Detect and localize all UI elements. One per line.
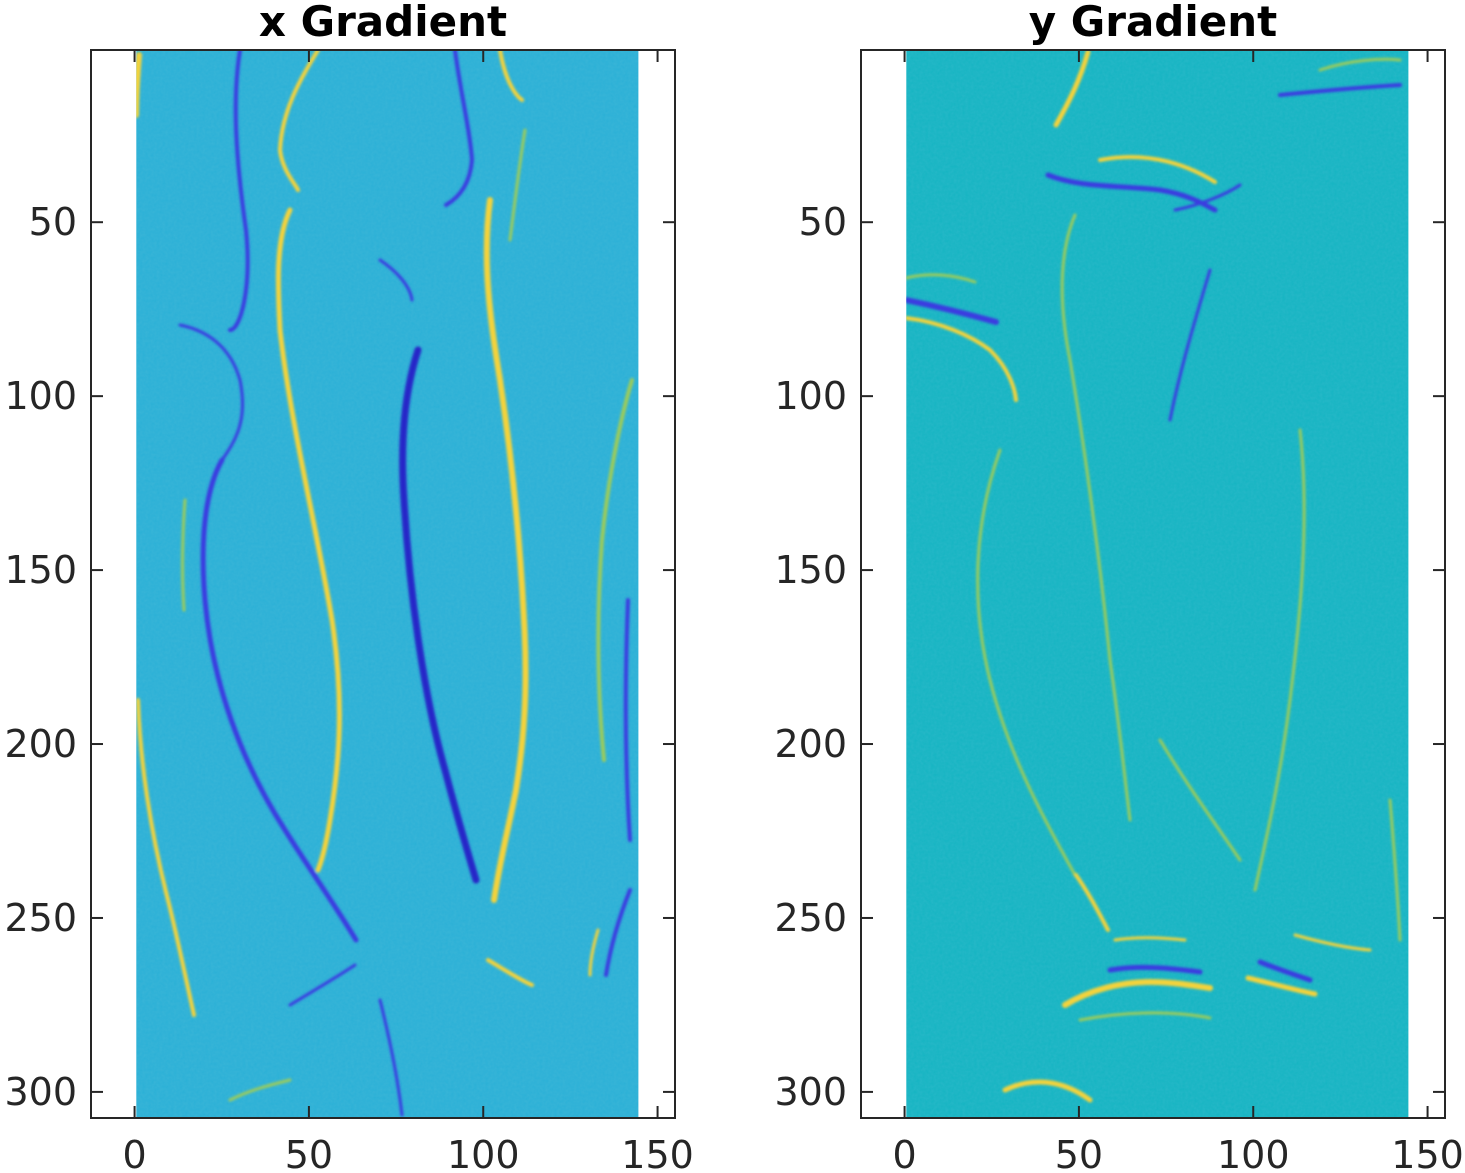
edge-stroke	[1168, 268, 1212, 422]
edge-stroke	[1245, 975, 1318, 997]
edge-stroke	[1060, 213, 1132, 822]
edge-stroke	[1257, 959, 1313, 983]
edge-stroke	[588, 928, 600, 977]
edge-stroke	[1388, 798, 1402, 942]
x-tick-label: 150	[1391, 1133, 1464, 1173]
edge-stroke	[1107, 964, 1203, 975]
y-tick-label: 150	[774, 548, 847, 592]
edge-stroke	[1074, 873, 1110, 932]
y-tick-label: 300	[774, 1070, 847, 1114]
edge-stroke	[906, 273, 977, 284]
y-tick-label: 100	[4, 374, 77, 418]
edge-stroke	[278, 50, 320, 192]
edge-stroke	[136, 52, 142, 118]
edge-stroke	[1113, 936, 1187, 942]
y-gradient-panel	[906, 50, 1409, 1118]
edge-stroke	[1173, 183, 1242, 212]
edge-stroke	[228, 1078, 292, 1102]
y-tick-label: 250	[4, 896, 77, 940]
edge-stroke	[200, 457, 359, 943]
x-gradient-edges	[136, 50, 634, 1117]
axes-1: 0 50 100 150 50 100 150 200 250 300 y Gradient	[774, 0, 1463, 1173]
edge-stroke	[906, 297, 999, 325]
edge-stroke	[1318, 57, 1402, 72]
y-gradient-texture	[906, 50, 1409, 1118]
y-tick-label: 250	[774, 896, 847, 940]
axes-box	[860, 49, 1446, 1119]
axes-frames: 0 50 100 150 50 100 150 200 250 300 x Gradient 0 50 1…	[4, 0, 1463, 1173]
edge-stroke	[1158, 738, 1242, 862]
edge-stroke	[288, 963, 357, 1007]
edge-stroke	[483, 197, 529, 903]
y-tick-label: 200	[774, 722, 847, 766]
x-tick-label: 0	[122, 1133, 146, 1173]
y-tick-label: 50	[29, 200, 77, 244]
edge-stroke	[1062, 979, 1213, 1008]
edge-stroke	[906, 316, 1018, 402]
edge-stroke	[1098, 154, 1217, 184]
x-tick-label: 100	[1217, 1133, 1290, 1173]
edge-stroke	[1053, 50, 1091, 128]
edge-stroke	[596, 378, 634, 762]
y-tick-label: 100	[774, 374, 847, 418]
edge-stroke	[623, 598, 632, 842]
y-tick-label: 150	[4, 548, 77, 592]
edge-stroke	[1078, 1011, 1212, 1022]
edge-stroke	[136, 698, 196, 1017]
x-tick-label: 50	[1055, 1133, 1103, 1173]
edge-stroke	[275, 207, 342, 873]
edge-stroke	[444, 50, 474, 207]
x-tick-label: 150	[621, 1133, 694, 1173]
edge-stroke	[378, 258, 414, 302]
x-gradient-texture	[136, 50, 639, 1118]
y-tick-label: 200	[4, 722, 77, 766]
edge-stroke	[1253, 428, 1306, 892]
edge-stroke	[1278, 83, 1402, 97]
chart-title: x Gradient	[259, 0, 507, 46]
edge-stroke	[498, 50, 524, 102]
edge-stroke	[1293, 933, 1372, 952]
x-gradient-panel	[136, 50, 639, 1118]
x-tick-label: 50	[285, 1133, 333, 1173]
edge-stroke	[508, 128, 527, 242]
edge-stroke	[486, 958, 534, 987]
edge-stroke	[181, 498, 187, 612]
edge-stroke	[604, 888, 632, 977]
x-tick-label: 0	[892, 1133, 916, 1173]
edge-stroke	[399, 346, 480, 884]
chart-title: y Gradient	[1029, 0, 1277, 46]
y-tick-label: 300	[4, 1070, 77, 1114]
x-tick-label: 100	[447, 1133, 520, 1173]
axes-0: 0 50 100 150 50 100 150 200 250 300 x Gradient	[4, 0, 693, 1173]
edge-stroke	[378, 998, 404, 1117]
edge-stroke	[178, 323, 245, 462]
edge-stroke	[1002, 1079, 1093, 1103]
edge-stroke	[976, 448, 1077, 877]
y-gradient-edges	[906, 50, 1402, 1103]
edge-stroke	[228, 50, 250, 332]
y-tick-label: 50	[799, 200, 847, 244]
axes-box	[90, 49, 676, 1119]
